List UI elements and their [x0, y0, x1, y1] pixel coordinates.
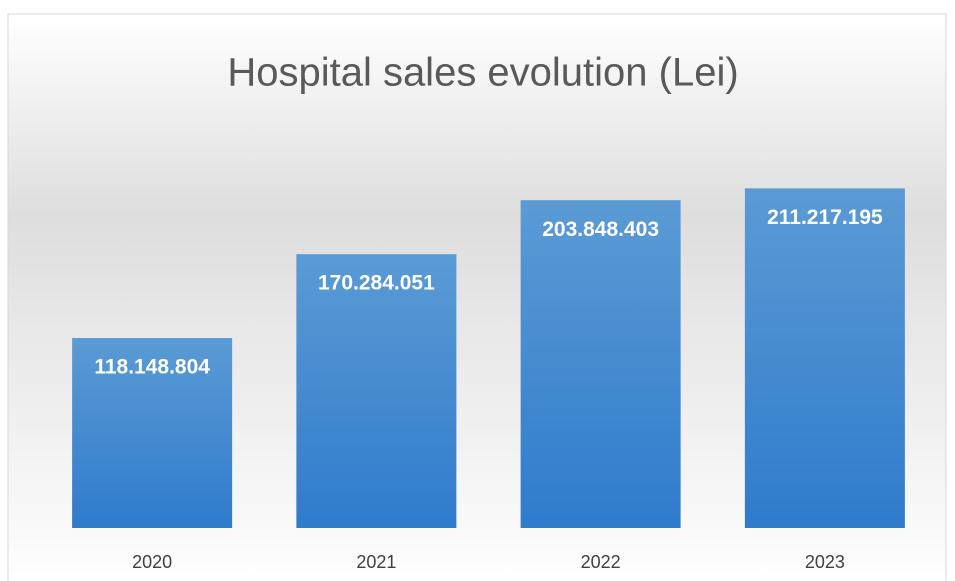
- data-label: 170.284.051: [318, 272, 435, 295]
- data-label: 203.848.403: [542, 218, 659, 241]
- data-label: 211.217.195: [767, 206, 883, 229]
- chart-title: Hospital sales evolution (Lei): [227, 51, 738, 95]
- x-tick-label: 2022: [581, 552, 621, 572]
- x-tick-label: 2021: [356, 552, 396, 572]
- bar: [296, 254, 457, 529]
- data-label: 118.148.804: [94, 356, 210, 379]
- bar: [520, 200, 681, 528]
- bar: [744, 188, 905, 529]
- x-tick-label: 2023: [805, 552, 845, 572]
- x-tick-label: 2020: [132, 552, 172, 572]
- bar: [72, 338, 233, 528]
